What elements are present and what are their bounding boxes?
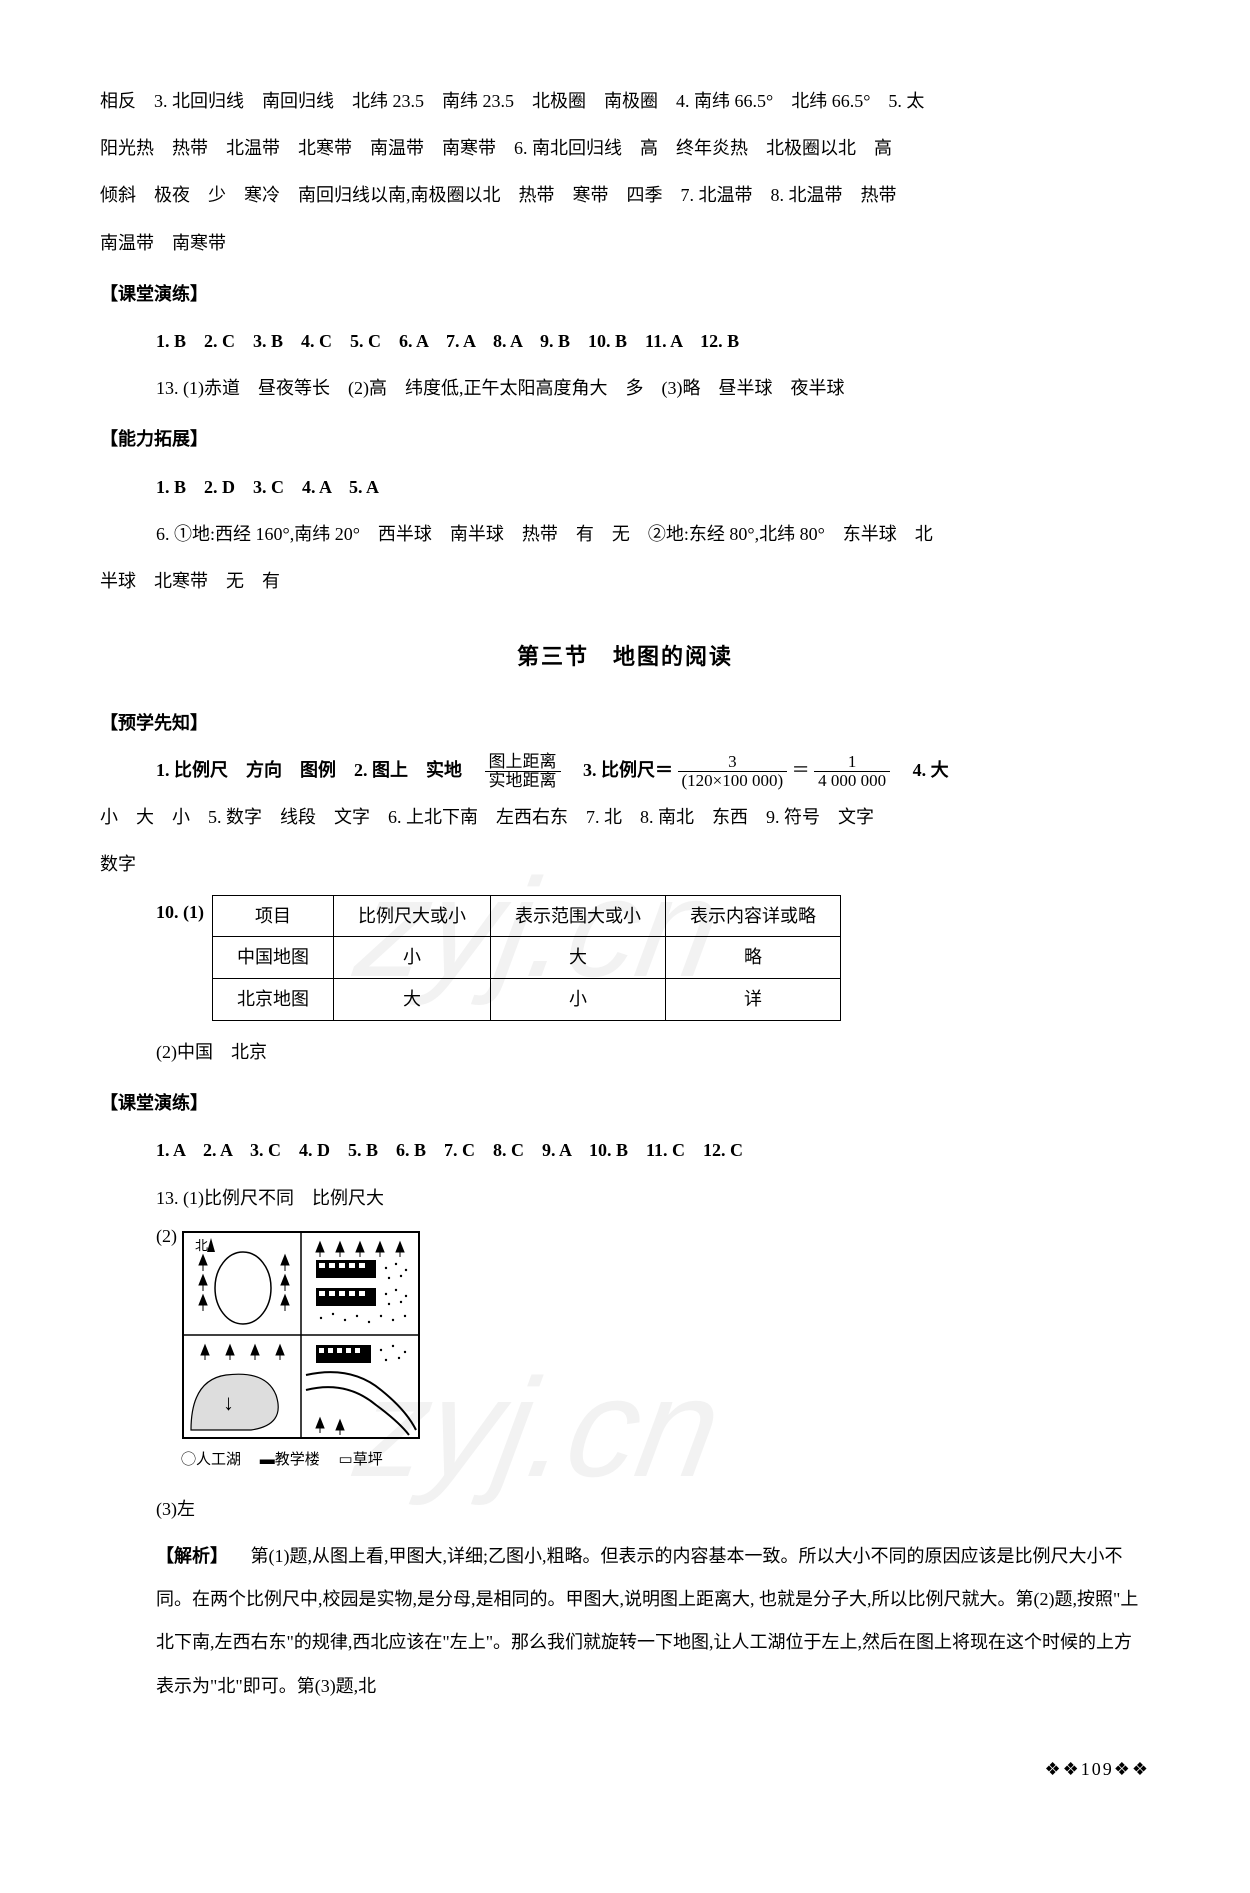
answer-line: 1. A 2. A 3. C 4. D 5. B 6. B 7. C 8. C …: [100, 1129, 1150, 1172]
grass-icon: [385, 1263, 407, 1279]
legend-text: 人工湖: [196, 1452, 256, 1468]
page-number-value: 109: [1081, 1759, 1114, 1779]
figure-legend: ◯人工湖 ▬教学楼 ▭草坪: [181, 1442, 421, 1478]
body-text: 倾斜 极夜 少 寒冷 南回归线以南,南极圈以北 热带 寒带 四季 7. 北温带 …: [100, 174, 1150, 217]
north-label: 北: [195, 1238, 208, 1253]
body-text: 南温带 南寒带: [100, 222, 1150, 265]
body-text: 相反 3. 北回归线 南回归线 北纬 23.5 南纬 23.5 北极圈 南极圈 …: [100, 80, 1150, 123]
grass-icon: [385, 1289, 407, 1305]
table-cell: 大: [334, 979, 491, 1021]
answer-line: 6. ①地:西经 160°,南纬 20° 西半球 南半球 热带 有 无 ②地:东…: [100, 513, 1150, 556]
page-decoration-icon: ❖❖: [1044, 1759, 1080, 1779]
grass-icon: [380, 1345, 406, 1361]
question-label: (2): [100, 1224, 177, 1249]
trees-icon: [316, 1418, 344, 1435]
answer-line: 13. (1)比例尺不同 比例尺大: [100, 1177, 1150, 1220]
analysis-text: 第(1)题,从图上看,甲图大,详细;乙图小,粗略。但表示的内容基本一致。所以大小…: [156, 1546, 1138, 1696]
road-icon: [306, 1372, 416, 1430]
comparison-table: 项目 比例尺大或小 表示范围大或小 表示内容详或略 中国地图 小 大 略 北京地…: [212, 895, 841, 1021]
trees-icon: [316, 1242, 404, 1257]
table-header-cell: 表示内容详或略: [666, 895, 841, 937]
fraction: 1 4 000 000: [814, 753, 890, 791]
text-run: 3. 比例尺＝: [565, 760, 673, 780]
analysis-label: 【解析】: [156, 1546, 228, 1566]
text-run: ＝: [792, 760, 810, 780]
table-row: 中国地图 小 大 略: [213, 937, 841, 979]
answer-line: 半球 北寒带 无 有: [100, 560, 1150, 603]
trees-icon: [201, 1345, 284, 1360]
legend-text: 草坪: [353, 1452, 383, 1468]
answer-line: 小 大 小 5. 数字 线段 文字 6. 上北下南 左西右东 7. 北 8. 南…: [100, 796, 1150, 839]
building-icon: [316, 1288, 376, 1306]
fraction: 3 (120×100 000): [678, 753, 788, 791]
table-row: 北京地图 大 小 详: [213, 979, 841, 1021]
lake-icon: [191, 1374, 278, 1430]
section-heading-ketang: 【课堂演练】: [100, 273, 1150, 316]
answer-line: (2)中国 北京: [100, 1031, 1150, 1074]
fraction-numerator: 3: [678, 753, 788, 773]
table-cell: 略: [666, 937, 841, 979]
text-run: 4. 大: [895, 760, 949, 780]
section-title: 第三节 地图的阅读: [100, 631, 1150, 684]
answer-line: 数字: [100, 843, 1150, 886]
body-text: 阳光热 热带 北温带 北寒带 南温带 南寒带 6. 南北回归线 高 终年炎热 北…: [100, 127, 1150, 170]
legend-text: 教学楼: [275, 1452, 335, 1468]
question-label: 10. (1): [100, 891, 204, 934]
building-icon: [316, 1345, 371, 1363]
answer-line: (3)左: [100, 1488, 1150, 1531]
table-header-cell: 比例尺大或小: [334, 895, 491, 937]
fraction-denominator: 实地距离: [485, 772, 561, 791]
table-cell: 北京地图: [213, 979, 334, 1021]
fraction-numerator: 图上距离: [485, 753, 561, 773]
section-heading-yuxue: 【预学先知】: [100, 702, 1150, 745]
analysis-paragraph: 【解析】 第(1)题,从图上看,甲图大,详细;乙图小,粗略。但表示的内容基本一致…: [100, 1535, 1150, 1708]
page-decoration-icon: ❖❖: [1114, 1759, 1150, 1779]
legend-grass-icon: ▭: [339, 1452, 353, 1468]
answer-line: 13. (1)赤道 昼夜等长 (2)高 纬度低,正午太阳高度角大 多 (3)略 …: [100, 367, 1150, 410]
answer-line: 1. B 2. D 3. C 4. A 5. A: [100, 466, 1150, 509]
table-cell: 中国地图: [213, 937, 334, 979]
legend-lake-icon: ◯: [181, 1452, 196, 1468]
svg-text:↓: ↓: [223, 1390, 234, 1415]
grass-icon: [320, 1313, 406, 1323]
table-header-cell: 项目: [213, 895, 334, 937]
fraction-numerator: 1: [814, 753, 890, 773]
answer-line: 1. B 2. C 3. B 4. C 5. C 6. A 7. A 8. A …: [100, 320, 1150, 363]
table-row: 项目 比例尺大或小 表示范围大或小 表示内容详或略: [213, 895, 841, 937]
table-cell: 详: [666, 979, 841, 1021]
table-cell: 大: [491, 937, 666, 979]
map-svg: 北: [181, 1230, 421, 1440]
table-cell: 小: [334, 937, 491, 979]
section-heading-ketang: 【课堂演练】: [100, 1082, 1150, 1125]
table-header-cell: 表示范围大或小: [491, 895, 666, 937]
answer-line: 1. 比例尺 方向 图例 2. 图上 实地 图上距离 实地距离 3. 比例尺＝ …: [100, 749, 1150, 792]
fraction-denominator: (120×100 000): [678, 772, 788, 791]
fraction: 图上距离 实地距离: [485, 753, 561, 791]
table-cell: 小: [491, 979, 666, 1021]
building-icon: [316, 1260, 376, 1278]
lake-icon: [215, 1252, 271, 1324]
section-heading-nengli: 【能力拓展】: [100, 418, 1150, 461]
page-number: ❖❖109❖❖: [100, 1748, 1150, 1791]
fraction-denominator: 4 000 000: [814, 772, 890, 791]
text-run: 1. 比例尺 方向 图例 2. 图上 实地: [156, 760, 480, 780]
legend-building-icon: ▬: [260, 1452, 275, 1468]
map-figure: 北: [181, 1230, 421, 1482]
